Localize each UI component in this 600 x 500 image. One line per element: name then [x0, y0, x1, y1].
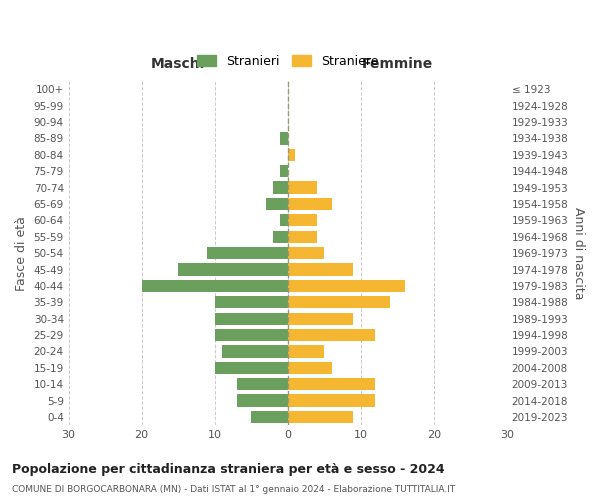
Bar: [287, 312, 353, 325]
Text: Maschi: Maschi: [151, 58, 205, 71]
Legend: Stranieri, Straniere: Stranieri, Straniere: [192, 50, 383, 72]
Bar: [215, 296, 287, 308]
Bar: [287, 378, 376, 390]
Bar: [287, 148, 295, 161]
Bar: [142, 280, 287, 292]
Bar: [222, 346, 287, 358]
Bar: [236, 394, 287, 406]
Bar: [287, 230, 317, 243]
Bar: [287, 411, 353, 423]
Bar: [287, 329, 376, 341]
Bar: [287, 280, 404, 292]
Bar: [287, 198, 331, 210]
Bar: [215, 329, 287, 341]
Y-axis label: Anni di nascita: Anni di nascita: [572, 207, 585, 300]
Bar: [287, 247, 324, 260]
Text: COMUNE DI BORGOCARBONARA (MN) - Dati ISTAT al 1° gennaio 2024 - Elaborazione TUT: COMUNE DI BORGOCARBONARA (MN) - Dati IST…: [12, 486, 455, 494]
Bar: [273, 182, 287, 194]
Bar: [287, 362, 331, 374]
Bar: [266, 198, 287, 210]
Bar: [178, 264, 287, 276]
Bar: [280, 132, 287, 144]
Bar: [287, 182, 317, 194]
Bar: [287, 264, 353, 276]
Bar: [215, 362, 287, 374]
Bar: [287, 394, 376, 406]
Y-axis label: Fasce di età: Fasce di età: [15, 216, 28, 290]
Text: Femmine: Femmine: [362, 58, 433, 71]
Bar: [236, 378, 287, 390]
Bar: [215, 312, 287, 325]
Bar: [273, 230, 287, 243]
Bar: [208, 247, 287, 260]
Bar: [287, 346, 324, 358]
Bar: [287, 214, 317, 226]
Bar: [287, 296, 390, 308]
Bar: [280, 214, 287, 226]
Bar: [251, 411, 287, 423]
Text: Popolazione per cittadinanza straniera per età e sesso - 2024: Popolazione per cittadinanza straniera p…: [12, 462, 445, 475]
Bar: [280, 165, 287, 177]
